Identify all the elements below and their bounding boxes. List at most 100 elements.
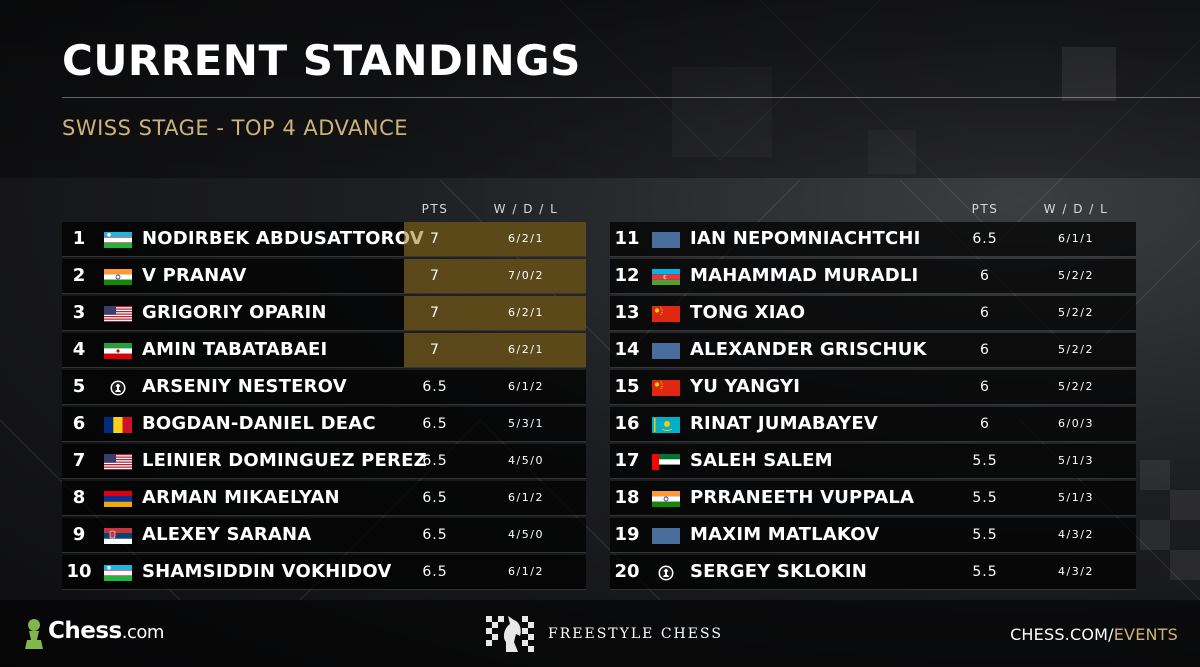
player-wdl: 7/0/2 [466,259,586,293]
player-points: 7 [404,296,466,330]
rank-number: 2 [72,265,86,286]
player-points: 7 [404,259,466,293]
player-points: 5.5 [972,453,998,469]
title-divider [62,97,1200,98]
rank-number: 10 [66,561,92,582]
player-points: 5.5 [972,490,998,506]
uzbekistan-flag-icon [104,232,132,248]
standing-row: 1 NODIRBEK ABDUSATTOROV 7 6/2/1 [62,222,586,257]
rank-number: 16 [614,413,640,434]
player-points: 6.5 [422,527,448,543]
standings-list-right: 11 IAN NEPOMNIACHTCHI 6.5 6/1/1 12 MAHAMMAD M… [610,222,1150,590]
iran-flag-icon [104,343,132,359]
rank-number: 6 [72,413,86,434]
player-wdl: 5/2/2 [1058,343,1094,356]
player-name: MAXIM MATLAKOV [690,524,880,545]
player-wdl: 5/2/2 [1058,380,1094,393]
player-name: YU YANGYI [690,376,801,397]
player-points: 6.5 [422,564,448,580]
player-points: 6 [980,268,990,284]
fide-flag-icon [652,565,680,581]
player-wdl: 5/1/3 [1058,454,1094,467]
player-wdl: 5/1/3 [1058,491,1094,504]
kazakhstan-flag-icon [652,417,680,433]
player-name: PRRANEETH VUPPALA [690,487,915,508]
standing-row: 11 IAN NEPOMNIACHTCHI 6.5 6/1/1 [610,222,1136,257]
player-wdl: 6/1/2 [508,380,544,393]
player-name: IAN NEPOMNIACHTCHI [690,228,921,249]
player-wdl: 6/0/3 [1058,417,1094,430]
player-name: SALEH SALEM [690,450,833,471]
player-wdl: 4/5/0 [508,528,544,541]
rank-number: 3 [72,302,86,323]
azerbaijan-flag-icon [652,269,680,285]
player-wdl: 6/1/2 [508,491,544,504]
rank-number: 13 [614,302,640,323]
player-name: AMIN TABATABAEI [142,339,328,360]
page-subtitle: SWISS STAGE - TOP 4 ADVANCE [62,116,409,140]
rank-number: 18 [614,487,640,508]
player-name: RINAT JUMABAYEV [690,413,879,434]
player-points: 5.5 [972,564,998,580]
player-name: V PRANAV [142,265,247,286]
player-name: TONG XIAO [690,302,806,323]
pts-column-header: PTS [971,202,999,216]
armenia-flag-icon [104,491,132,507]
blank-flag-icon [652,232,680,248]
player-name: NODIRBEK ABDUSATTOROV [142,228,424,249]
india-flag-icon [104,269,132,285]
standing-row: 17 SALEH SALEM 5.5 5/1/3 [610,444,1136,479]
knight-emblem-icon [486,616,534,652]
player-name: ALEXEY SARANA [142,524,312,545]
romania-flag-icon [104,417,132,433]
player-name: ARMAN MIKAELYAN [142,487,340,508]
rank-number: 17 [614,450,640,471]
pawn-icon [25,619,43,649]
standing-row: 3 GRIGORIY OPARIN 7 6/2/1 [62,296,586,331]
player-name: MAHAMMAD MURADLI [690,265,919,286]
page-title: CURRENT STANDINGS [62,36,581,85]
wdl-column-header: W / D / L [493,202,559,216]
standing-row: 4 AMIN TABATABAEI 7 6/2/1 [62,333,586,368]
standing-row: 6 BOGDAN-DANIEL DEAC 6.5 5/3/1 [62,407,586,442]
standing-row: 12 MAHAMMAD MURADLI 6 5/2/2 [610,259,1136,294]
player-wdl: 5/2/2 [1058,306,1094,319]
player-wdl: 6/1/1 [1058,232,1094,245]
events-link[interactable]: CHESS.COM/EVENTS [1010,625,1178,644]
player-wdl: 5/3/1 [508,417,544,430]
rank-number: 5 [72,376,86,397]
fide-flag-icon [104,380,132,396]
rank-number: 12 [614,265,640,286]
player-points: 6.5 [422,453,448,469]
player-wdl: 6/2/1 [466,222,586,256]
uzbekistan-flag-icon [104,565,132,581]
events-link-prefix: CHESS.COM/ [1010,625,1114,644]
india-flag-icon [652,491,680,507]
player-points: 6.5 [972,231,998,247]
player-name: SHAMSIDDIN VOKHIDOV [142,561,392,582]
player-wdl: 4/3/2 [1058,528,1094,541]
rank-number: 8 [72,487,86,508]
player-name: SERGEY SKLOKIN [690,561,868,582]
player-wdl: 6/2/1 [466,333,586,367]
standing-row: 13 TONG XIAO 6 5/2/2 [610,296,1136,331]
rank-number: 19 [614,524,640,545]
standing-row: 14 ALEXANDER GRISCHUK 6 5/2/2 [610,333,1136,368]
rank-number: 20 [614,561,640,582]
header-band: CURRENT STANDINGS SWISS STAGE - TOP 4 AD… [0,0,1200,178]
rank-number: 15 [614,376,640,397]
usa-flag-icon [104,454,132,470]
standing-row: 15 YU YANGYI 6 5/2/2 [610,370,1136,405]
rank-number: 9 [72,524,86,545]
serbia-flag-icon [104,528,132,544]
standing-row: 9 ALEXEY SARANA 6.5 4/5/0 [62,518,586,553]
player-points: 7 [404,333,466,367]
player-points: 6 [980,416,990,432]
chess-logo-suffix: .com [121,622,165,643]
pts-column-header: PTS [421,202,449,216]
usa-flag-icon [104,306,132,322]
blank-flag-icon [652,528,680,544]
player-wdl: 4/3/2 [1058,565,1094,578]
player-name: GRIGORIY OPARIN [142,302,327,323]
player-points: 6.5 [422,379,448,395]
